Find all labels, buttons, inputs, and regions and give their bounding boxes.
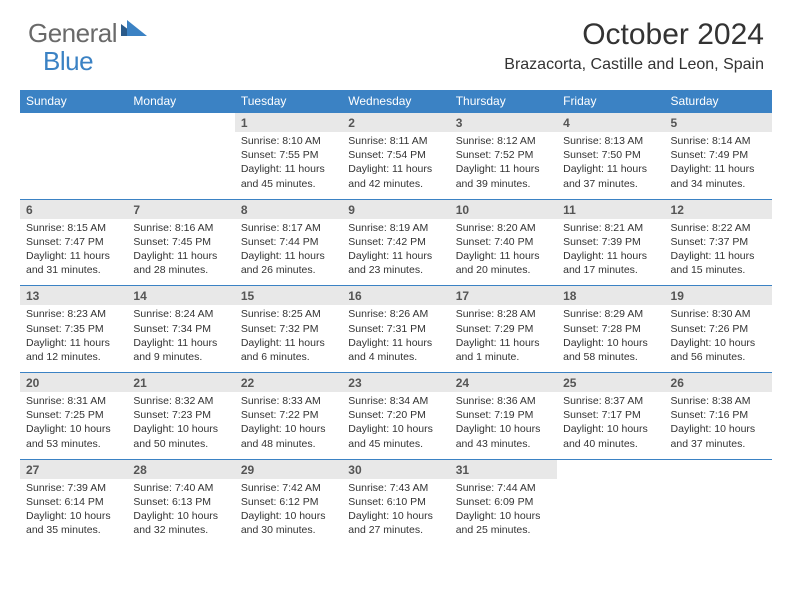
logo-text-main: General	[28, 18, 117, 49]
dow-header: Thursday	[450, 90, 557, 113]
dow-header: Sunday	[20, 90, 127, 113]
day-content-cell: Sunrise: 8:31 AMSunset: 7:25 PMDaylight:…	[20, 392, 127, 459]
calendar-table: SundayMondayTuesdayWednesdayThursdayFrid…	[20, 90, 772, 545]
day-content-cell: Sunrise: 8:14 AMSunset: 7:49 PMDaylight:…	[665, 132, 772, 199]
day-content-row: Sunrise: 8:23 AMSunset: 7:35 PMDaylight:…	[20, 305, 772, 372]
day-number-cell: 30	[342, 459, 449, 479]
day-number-row: 13141516171819	[20, 286, 772, 306]
day-content-row: Sunrise: 8:31 AMSunset: 7:25 PMDaylight:…	[20, 392, 772, 459]
logo-triangle-icon	[121, 18, 147, 41]
day-content-cell: Sunrise: 8:19 AMSunset: 7:42 PMDaylight:…	[342, 219, 449, 286]
page-header: General October 2024 Brazacorta, Castill…	[0, 0, 792, 82]
day-content-cell: Sunrise: 8:21 AMSunset: 7:39 PMDaylight:…	[557, 219, 664, 286]
day-number-cell: 31	[450, 459, 557, 479]
day-content-cell: Sunrise: 8:38 AMSunset: 7:16 PMDaylight:…	[665, 392, 772, 459]
day-content-cell	[557, 479, 664, 546]
dow-header: Friday	[557, 90, 664, 113]
day-content-cell: Sunrise: 8:36 AMSunset: 7:19 PMDaylight:…	[450, 392, 557, 459]
dow-header: Wednesday	[342, 90, 449, 113]
day-number-cell: 28	[127, 459, 234, 479]
day-number-cell: 6	[20, 199, 127, 219]
day-number-cell: 13	[20, 286, 127, 306]
day-number-cell	[665, 459, 772, 479]
day-number-cell	[20, 113, 127, 133]
day-number-cell: 10	[450, 199, 557, 219]
day-number-cell: 19	[665, 286, 772, 306]
day-content-cell: Sunrise: 8:30 AMSunset: 7:26 PMDaylight:…	[665, 305, 772, 372]
day-content-cell: Sunrise: 8:32 AMSunset: 7:23 PMDaylight:…	[127, 392, 234, 459]
day-content-cell: Sunrise: 8:28 AMSunset: 7:29 PMDaylight:…	[450, 305, 557, 372]
day-number-cell: 24	[450, 373, 557, 393]
day-number-cell: 1	[235, 113, 342, 133]
day-content-cell: Sunrise: 8:12 AMSunset: 7:52 PMDaylight:…	[450, 132, 557, 199]
day-number-cell: 12	[665, 199, 772, 219]
day-content-cell	[20, 132, 127, 199]
day-number-cell: 23	[342, 373, 449, 393]
day-number-cell: 25	[557, 373, 664, 393]
day-of-week-row: SundayMondayTuesdayWednesdayThursdayFrid…	[20, 90, 772, 113]
dow-header: Saturday	[665, 90, 772, 113]
day-number-cell: 4	[557, 113, 664, 133]
day-content-cell	[665, 479, 772, 546]
day-content-row: Sunrise: 8:10 AMSunset: 7:55 PMDaylight:…	[20, 132, 772, 199]
day-number-row: 2728293031	[20, 459, 772, 479]
day-content-cell: Sunrise: 8:20 AMSunset: 7:40 PMDaylight:…	[450, 219, 557, 286]
day-number-row: 12345	[20, 113, 772, 133]
day-content-cell: Sunrise: 8:16 AMSunset: 7:45 PMDaylight:…	[127, 219, 234, 286]
day-content-cell: Sunrise: 8:26 AMSunset: 7:31 PMDaylight:…	[342, 305, 449, 372]
day-content-cell: Sunrise: 8:11 AMSunset: 7:54 PMDaylight:…	[342, 132, 449, 199]
day-number-cell: 2	[342, 113, 449, 133]
day-content-cell: Sunrise: 8:15 AMSunset: 7:47 PMDaylight:…	[20, 219, 127, 286]
day-number-cell: 20	[20, 373, 127, 393]
title-block: October 2024 Brazacorta, Castille and Le…	[504, 18, 764, 74]
day-number-cell: 8	[235, 199, 342, 219]
day-number-cell: 27	[20, 459, 127, 479]
day-number-cell: 21	[127, 373, 234, 393]
day-content-cell: Sunrise: 8:29 AMSunset: 7:28 PMDaylight:…	[557, 305, 664, 372]
location-text: Brazacorta, Castille and Leon, Spain	[504, 56, 764, 74]
day-content-cell: Sunrise: 8:25 AMSunset: 7:32 PMDaylight:…	[235, 305, 342, 372]
logo-blue-row: Blue	[43, 46, 93, 77]
day-content-cell: Sunrise: 8:13 AMSunset: 7:50 PMDaylight:…	[557, 132, 664, 199]
day-number-row: 6789101112	[20, 199, 772, 219]
day-number-cell: 22	[235, 373, 342, 393]
day-content-cell: Sunrise: 7:43 AMSunset: 6:10 PMDaylight:…	[342, 479, 449, 546]
logo-text-blue: Blue	[43, 46, 93, 76]
day-content-cell: Sunrise: 8:24 AMSunset: 7:34 PMDaylight:…	[127, 305, 234, 372]
day-content-cell: Sunrise: 7:42 AMSunset: 6:12 PMDaylight:…	[235, 479, 342, 546]
day-number-cell: 29	[235, 459, 342, 479]
day-number-cell: 3	[450, 113, 557, 133]
day-content-cell: Sunrise: 8:37 AMSunset: 7:17 PMDaylight:…	[557, 392, 664, 459]
day-number-cell: 26	[665, 373, 772, 393]
day-number-cell: 16	[342, 286, 449, 306]
day-number-cell: 15	[235, 286, 342, 306]
day-content-cell: Sunrise: 8:23 AMSunset: 7:35 PMDaylight:…	[20, 305, 127, 372]
day-content-cell: Sunrise: 8:34 AMSunset: 7:20 PMDaylight:…	[342, 392, 449, 459]
day-number-cell	[557, 459, 664, 479]
day-number-cell: 17	[450, 286, 557, 306]
day-content-cell: Sunrise: 8:33 AMSunset: 7:22 PMDaylight:…	[235, 392, 342, 459]
day-number-cell: 18	[557, 286, 664, 306]
day-content-row: Sunrise: 7:39 AMSunset: 6:14 PMDaylight:…	[20, 479, 772, 546]
day-number-cell: 9	[342, 199, 449, 219]
month-title: October 2024	[504, 18, 764, 52]
day-content-cell: Sunrise: 7:44 AMSunset: 6:09 PMDaylight:…	[450, 479, 557, 546]
day-number-cell: 14	[127, 286, 234, 306]
calendar-body: 12345Sunrise: 8:10 AMSunset: 7:55 PMDayl…	[20, 113, 772, 546]
day-content-cell: Sunrise: 7:40 AMSunset: 6:13 PMDaylight:…	[127, 479, 234, 546]
day-number-cell: 5	[665, 113, 772, 133]
day-content-cell: Sunrise: 8:10 AMSunset: 7:55 PMDaylight:…	[235, 132, 342, 199]
day-number-cell: 7	[127, 199, 234, 219]
day-number-cell: 11	[557, 199, 664, 219]
dow-header: Monday	[127, 90, 234, 113]
day-content-cell: Sunrise: 8:22 AMSunset: 7:37 PMDaylight:…	[665, 219, 772, 286]
dow-header: Tuesday	[235, 90, 342, 113]
day-content-cell	[127, 132, 234, 199]
day-content-cell: Sunrise: 7:39 AMSunset: 6:14 PMDaylight:…	[20, 479, 127, 546]
day-number-cell	[127, 113, 234, 133]
logo: General	[28, 18, 147, 49]
day-number-row: 20212223242526	[20, 373, 772, 393]
day-content-cell: Sunrise: 8:17 AMSunset: 7:44 PMDaylight:…	[235, 219, 342, 286]
day-content-row: Sunrise: 8:15 AMSunset: 7:47 PMDaylight:…	[20, 219, 772, 286]
